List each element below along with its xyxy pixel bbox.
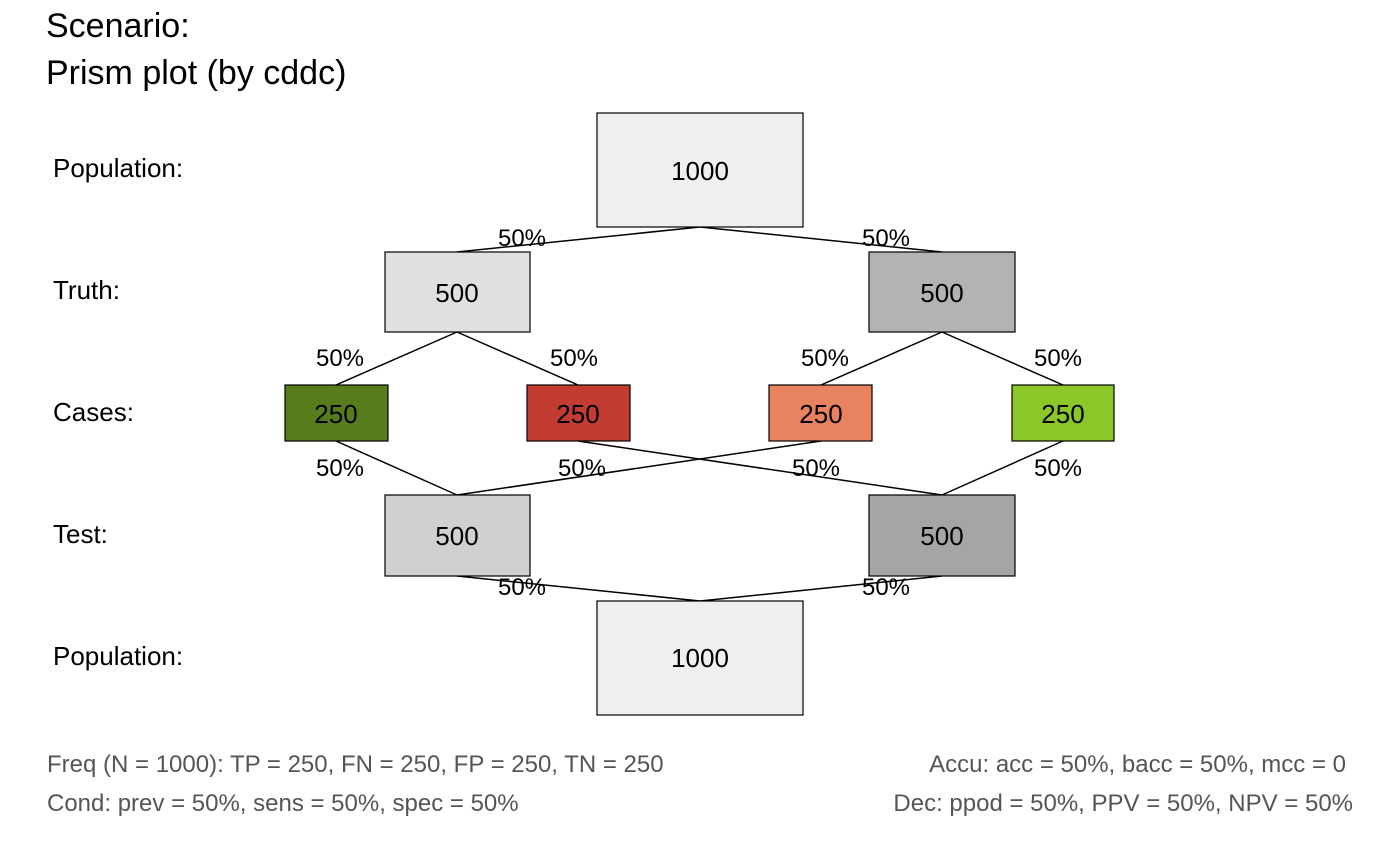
- edge-label-one-minus-prev: 50%: [862, 225, 910, 252]
- node-population-top: [596, 112, 804, 228]
- node-condition-false: [868, 251, 1016, 333]
- row-label-test: Test:: [53, 519, 108, 549]
- footer-freq: Freq (N = 1000): TP = 250, FN = 250, FP …: [47, 751, 664, 778]
- row-label-truth: Truth:: [53, 275, 120, 305]
- edge-label-one-minus-sens: 50%: [550, 345, 598, 372]
- edge-pop-to-cond-true: [456, 226, 701, 253]
- edge-pop-to-cond-false: [699, 226, 943, 253]
- edge-mi-to-dec-neg: [577, 440, 943, 496]
- node-value-miss: 250: [556, 399, 599, 429]
- edge-label-one-minus-ppod: 50%: [862, 574, 910, 601]
- node-value-condition-false: 500: [920, 278, 963, 308]
- node-values: 1000 500 500 250 250 250 250 500 500 100…: [314, 156, 1084, 673]
- node-value-population-top: 1000: [671, 156, 729, 186]
- node-value-hit: 250: [314, 399, 357, 429]
- edge-label-ppod: 50%: [498, 574, 546, 601]
- edge-cond-false-to-cr: [941, 331, 1064, 386]
- node-value-condition-true: 500: [435, 278, 478, 308]
- edge-hi-to-dec-pos: [335, 440, 458, 496]
- diagram-title-line2: Prism plot (by cddc): [46, 54, 347, 92]
- edge-labels: 50% 50% 50% 50% 50% 50% 50% 50% 50% 50% …: [316, 225, 1082, 601]
- edge-label-fa-to-pos: 50%: [792, 455, 840, 482]
- edge-cr-to-dec-neg: [941, 440, 1064, 496]
- edge-label-sens: 50%: [316, 345, 364, 372]
- node-hit: [284, 384, 389, 442]
- node-value-decision-negative: 500: [920, 521, 963, 551]
- node-correct-rejection: [1011, 384, 1115, 442]
- node-value-correct-rejection: 250: [1041, 399, 1084, 429]
- node-decision-negative: [868, 494, 1016, 577]
- node-false-alarm: [768, 384, 873, 442]
- row-label-population-bottom: Population:: [53, 641, 184, 671]
- node-population-bottom: [596, 600, 804, 716]
- edge-cond-true-to-hi: [335, 331, 458, 386]
- edge-label-hi-to-pos: 50%: [316, 455, 364, 482]
- diagram-title-line1: Scenario:: [46, 7, 190, 45]
- edge-label-mi-to-neg: 50%: [558, 455, 606, 482]
- node-value-decision-positive: 500: [435, 521, 478, 551]
- row-label-cases: Cases:: [53, 397, 134, 427]
- edge-label-prev: 50%: [498, 225, 546, 252]
- edge-label-spec: 50%: [1034, 345, 1082, 372]
- footer-accu: Accu: acc = 50%, bacc = 50%, mcc = 0: [929, 751, 1346, 778]
- footer-dec: Dec: ppod = 50%, PPV = 50%, NPV = 50%: [893, 790, 1353, 817]
- node-miss: [526, 384, 631, 442]
- edges: [335, 226, 1064, 602]
- row-label-population-top: Population:: [53, 153, 184, 183]
- node-value-false-alarm: 250: [799, 399, 842, 429]
- edge-label-cr-to-neg: 50%: [1034, 455, 1082, 482]
- node-condition-true: [384, 251, 531, 333]
- edge-dec-neg-to-pop: [699, 575, 943, 602]
- node-decision-positive: [384, 494, 531, 577]
- edge-cond-false-to-fa: [820, 331, 943, 386]
- edge-fa-to-dec-pos: [456, 440, 822, 496]
- footer-cond: Cond: prev = 50%, sens = 50%, spec = 50%: [47, 790, 519, 817]
- edge-dec-pos-to-pop: [456, 575, 701, 602]
- edge-cond-true-to-mi: [456, 331, 579, 386]
- nodes: [284, 112, 1115, 716]
- node-value-population-bottom: 1000: [671, 643, 729, 673]
- edge-label-one-minus-spec: 50%: [801, 345, 849, 372]
